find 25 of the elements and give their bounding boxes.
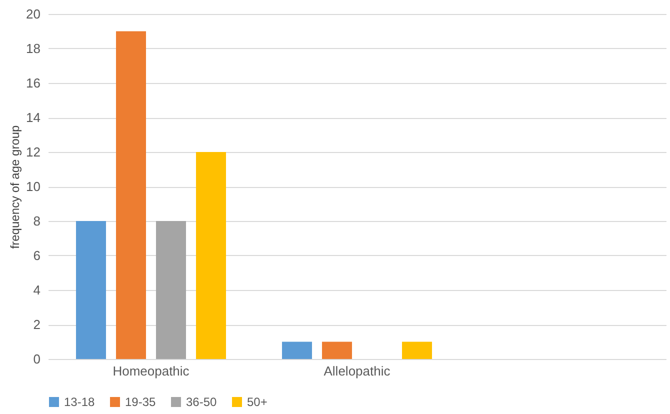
bar: [322, 342, 352, 359]
bar: [402, 342, 432, 359]
legend-label: 36-50: [186, 395, 218, 409]
y-tick-label: 0: [33, 352, 40, 366]
y-tick-label: 12: [26, 144, 40, 160]
y-axis-title: frequency of age group: [8, 124, 22, 249]
legend-label: 50+: [247, 395, 268, 409]
legend-label: 19-35: [125, 395, 156, 409]
y-tick-label: 14: [26, 110, 40, 125]
y-tick-label: 8: [33, 214, 40, 228]
y-tick-label: 10: [26, 179, 40, 194]
y-tick-label: 20: [26, 6, 40, 22]
legend-label: 13-18: [64, 395, 96, 409]
y-tick-label: 18: [26, 41, 40, 56]
bar: [282, 342, 312, 359]
x-tick-label: Allelopathic: [324, 364, 391, 378]
y-tick-label: 2: [33, 317, 40, 332]
bar: [116, 31, 146, 359]
y-tick-label: 16: [26, 76, 40, 90]
x-tick-label: Homeopathic: [112, 364, 190, 378]
bar: [76, 221, 106, 359]
y-tick-label: 6: [33, 248, 40, 263]
y-tick-label: 4: [33, 282, 40, 298]
bar: [196, 152, 226, 359]
bar: [156, 221, 186, 359]
